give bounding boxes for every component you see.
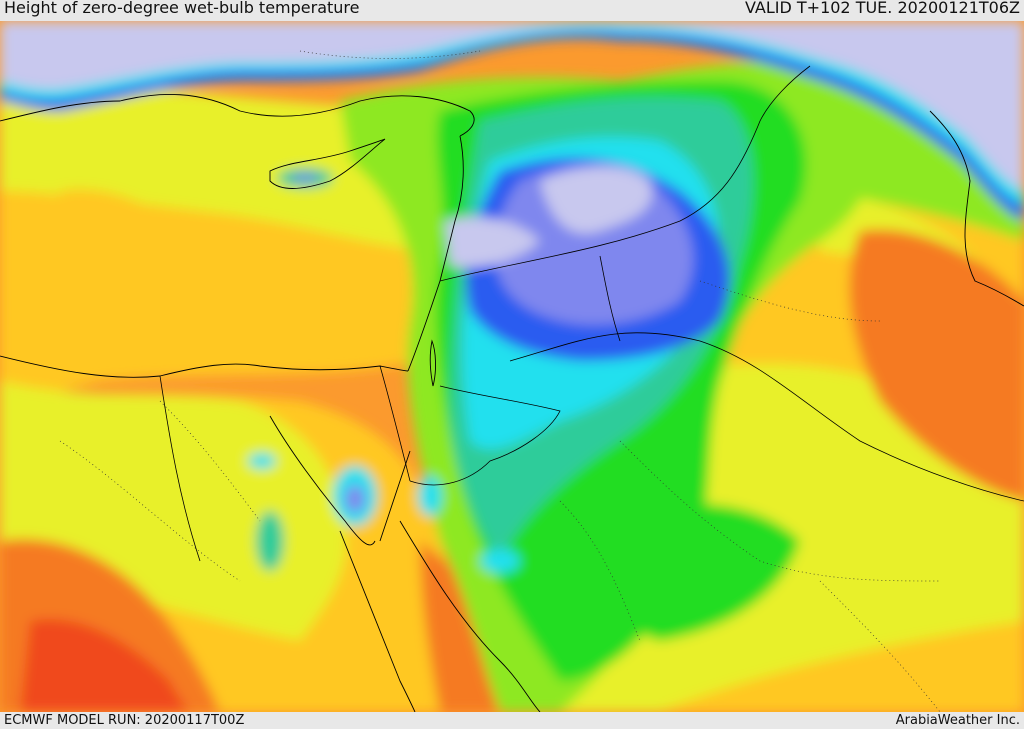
footer-bar: ECMWF MODEL RUN: 20200117T00Z ArabiaWeat…: [0, 712, 1024, 729]
title-bar: Height of zero-degree wet-bulb temperatu…: [0, 0, 1024, 21]
map-canvas: [0, 21, 1024, 712]
weather-map[interactable]: [0, 21, 1024, 712]
credit-label: ArabiaWeather Inc.: [895, 713, 1020, 728]
temperature-field: [0, 21, 1024, 712]
province-lines: [59, 50, 941, 712]
model-run-label: ECMWF MODEL RUN: 20200117T00Z: [4, 713, 245, 728]
valid-time-label: VALID T+102 TUE. 20200121T06Z: [744, 0, 1020, 17]
coastlines: [0, 93, 1024, 712]
map-title: Height of zero-degree wet-bulb temperatu…: [4, 0, 360, 17]
borders: [159, 65, 1024, 562]
